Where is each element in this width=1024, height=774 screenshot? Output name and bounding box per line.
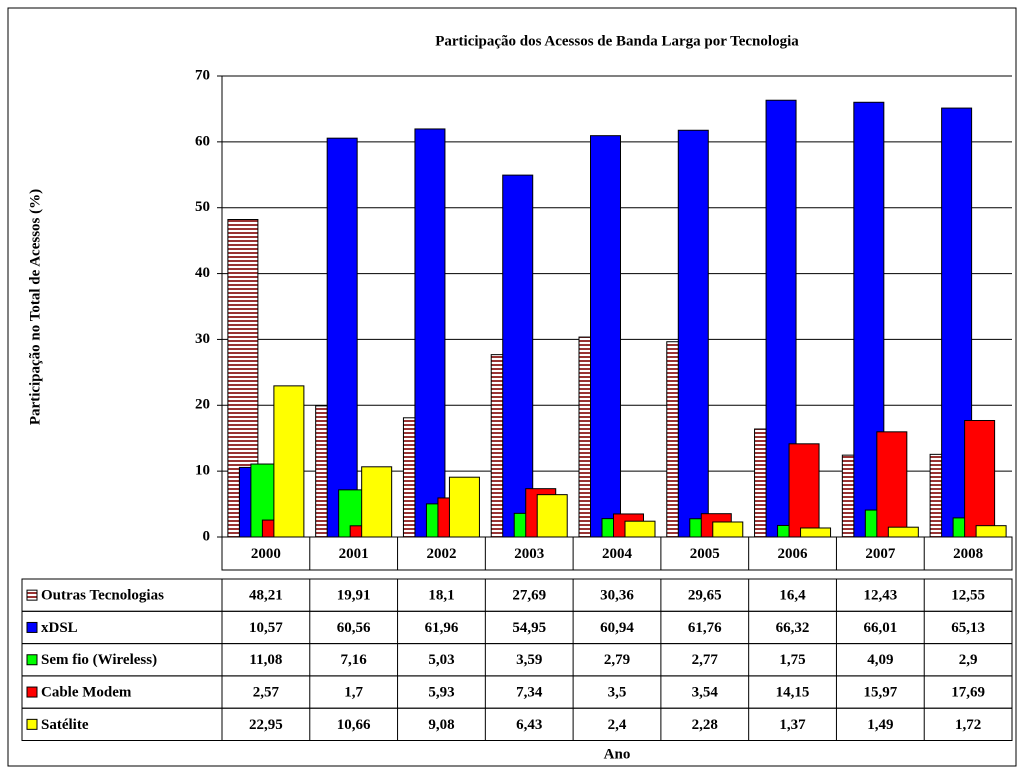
table-value: 2,9: [959, 652, 978, 668]
table-row: [21, 707, 1013, 742]
bar: [876, 431, 908, 538]
bar: [326, 137, 358, 538]
legend-key: [26, 654, 38, 666]
table-value: 60,94: [600, 620, 634, 636]
y-tick-label: 0: [203, 528, 211, 544]
bar: [361, 466, 393, 538]
y-tick-label: 30: [195, 331, 210, 347]
bar: [677, 129, 709, 538]
table-value: 4,09: [867, 652, 893, 668]
table-value: 10,66: [337, 717, 371, 733]
y-tick-label: 10: [195, 463, 210, 479]
y-tick-label: 60: [195, 133, 210, 149]
table-value: 2,4: [608, 717, 627, 733]
table-value: 7,16: [341, 652, 368, 668]
table-value: 3,54: [692, 684, 719, 700]
table-value: 7,34: [516, 684, 543, 700]
table-value: 1,49: [867, 717, 893, 733]
bar: [536, 494, 568, 538]
x-tick-label: 2008: [953, 546, 983, 562]
table-value: 2,77: [692, 652, 719, 668]
bar: [975, 525, 1007, 538]
legend-label: xDSL: [41, 620, 78, 636]
table-value: 61,76: [688, 620, 722, 636]
table-value: 29,65: [688, 588, 722, 604]
table-value: 65,13: [951, 620, 985, 636]
x-tick-label: 2004: [602, 546, 633, 562]
table-value: 1,7: [344, 684, 363, 700]
table-value: 17,69: [951, 684, 985, 700]
legend-label: Cable Modem: [41, 684, 132, 700]
legend-label: Satélite: [41, 717, 89, 733]
x-tick-label: 2006: [778, 546, 809, 562]
table-value: 11,08: [249, 652, 282, 668]
table-value: 60,56: [337, 620, 371, 636]
x-tick-label: 2005: [690, 546, 720, 562]
table-value: 2,28: [692, 717, 718, 733]
legend-key: [26, 718, 38, 730]
legend-label: Sem fio (Wireless): [41, 652, 157, 668]
table-value: 2,79: [604, 652, 630, 668]
bar: [788, 443, 820, 538]
x-tick-label: 2001: [339, 546, 369, 562]
bar: [964, 419, 996, 538]
table-value: 6,43: [516, 717, 542, 733]
bar: [590, 135, 621, 538]
chart-title: Participação dos Acessos de Banda Larga …: [435, 33, 799, 49]
table-value: 1,37: [779, 717, 806, 733]
table-value: 19,91: [337, 588, 371, 604]
legend-key: [26, 621, 38, 633]
table-value: 12,43: [863, 588, 897, 604]
table-value: 18,1: [428, 588, 454, 604]
table-value: 5,03: [428, 652, 454, 668]
table-value: 66,32: [776, 620, 810, 636]
x-tick-label: 2002: [426, 546, 456, 562]
bar: [887, 526, 919, 538]
table-value: 61,96: [425, 620, 459, 636]
x-tick-label: 2000: [251, 546, 281, 562]
bar: [712, 521, 744, 538]
bar: [624, 520, 656, 538]
bar: [502, 174, 534, 538]
y-tick-label: 40: [195, 265, 210, 281]
table-value: 22,95: [249, 717, 283, 733]
table-value: 9,08: [428, 717, 454, 733]
table-value: 2,57: [253, 684, 280, 700]
y-tick-label: 50: [195, 199, 210, 215]
table-value: 12,55: [951, 588, 985, 604]
bar: [273, 385, 305, 538]
y-tick-label: 20: [195, 397, 210, 413]
table-value: 1,72: [955, 717, 981, 733]
bar: [800, 527, 832, 538]
table-value: 48,21: [249, 588, 283, 604]
table-value: 54,95: [512, 620, 546, 636]
table-value: 14,15: [776, 684, 810, 700]
table-value: 3,5: [608, 684, 627, 700]
table-value: 16,4: [779, 588, 806, 604]
table-value: 1,75: [779, 652, 805, 668]
legend-label: Outras Tecnologias: [41, 588, 164, 604]
table-value: 15,97: [863, 684, 897, 700]
table-value: 10,57: [249, 620, 283, 636]
legend-key: [26, 686, 38, 698]
x-axis-label: Ano: [604, 746, 631, 762]
table-value: 66,01: [863, 620, 897, 636]
table-value: 27,69: [512, 588, 546, 604]
x-tick-label: 2003: [514, 546, 544, 562]
legend-key: [26, 589, 38, 601]
y-axis-label: Participação no Total de Acessos (%): [27, 189, 43, 425]
table-value: 30,36: [600, 588, 634, 604]
x-tick-label: 2007: [865, 546, 896, 562]
bar: [414, 128, 446, 538]
bar: [448, 476, 480, 538]
table-value: 5,93: [428, 684, 454, 700]
table-value: 3,59: [516, 652, 542, 668]
y-tick-label: 70: [195, 67, 210, 83]
